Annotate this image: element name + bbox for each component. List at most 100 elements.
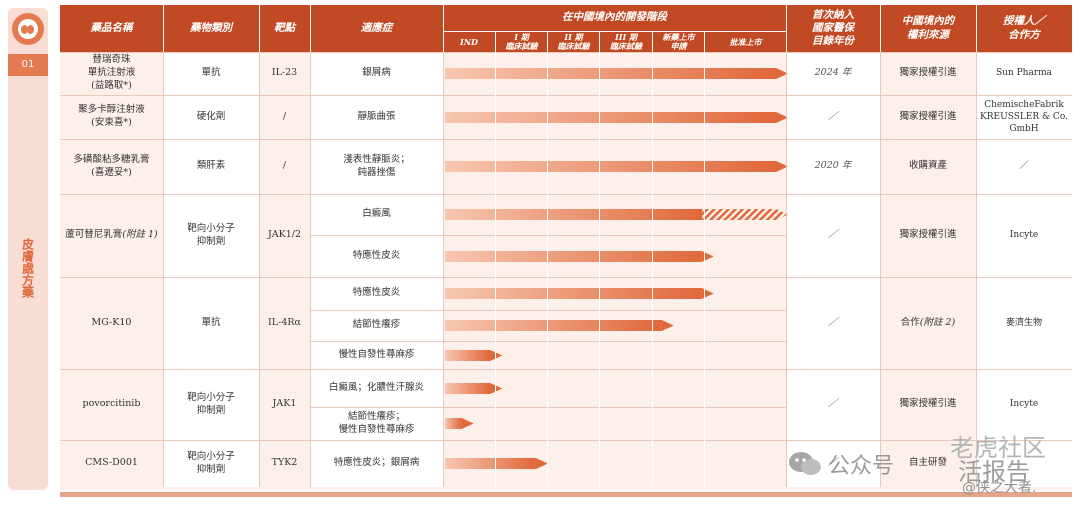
progress-bar-fill <box>445 111 776 123</box>
target-cell: JAK1/2 <box>259 194 310 277</box>
licensor-cell: Incyte <box>976 369 1072 440</box>
drug-class-cell: 單抗 <box>163 52 259 95</box>
phase-area <box>443 369 786 440</box>
header-rights-source: 中國境內的 權利來源 <box>880 5 976 52</box>
indication-cell: 靜脈曲張 <box>310 95 443 139</box>
header-phase-5: 批准上市 <box>704 31 786 52</box>
indication-cell: 銀屑病 <box>310 52 443 95</box>
drug-name-cell: CMS-D001 <box>60 440 163 487</box>
target-cell: / <box>259 139 310 194</box>
indication-cell: 結節性癢疹； 慢性自發性蕁麻疹 <box>310 407 443 440</box>
header-indication: 適應症 <box>310 5 443 52</box>
licensor-cell <box>976 440 1072 487</box>
indication-cell: 特應性皮炎 <box>310 235 443 277</box>
drug-name-cell: 多磺酸粘多糖乳膏 (喜遼妥*) <box>60 139 163 194</box>
header-separator <box>310 5 311 52</box>
target-cell: / <box>259 95 310 139</box>
drug-name-cell: povorcitinib <box>60 369 163 440</box>
rights-source-cell: 合作 (附註 2) <box>880 277 976 369</box>
progress-bar <box>445 111 788 124</box>
progress-bar-fill <box>445 250 702 262</box>
drug-class-cell: 靶向小分子 抑制劑 <box>163 369 259 440</box>
licensor-cell: ／ <box>976 139 1072 194</box>
progress-bar-fill <box>445 209 703 220</box>
progress-bar <box>445 457 548 470</box>
progress-bar <box>445 160 788 173</box>
column-separator <box>880 52 881 487</box>
header-separator <box>443 5 444 52</box>
row-separator <box>60 277 1072 278</box>
header-drug-name: 藥品名稱 <box>60 5 163 52</box>
indication-separator <box>310 341 786 342</box>
header-separator <box>259 5 260 52</box>
header-licensor: 授權人／ 合作方 <box>976 5 1072 52</box>
column-separator <box>704 52 705 487</box>
row-separator <box>60 139 1072 140</box>
progress-bar <box>445 349 503 362</box>
site-watermark-top: 老虎社区 <box>950 434 1046 462</box>
progress-bar-fill <box>445 161 776 172</box>
column-separator <box>652 52 653 487</box>
drug-class-cell: 靶向小分子 抑制劑 <box>163 440 259 487</box>
row-separator <box>60 95 1072 96</box>
progress-bar <box>445 208 788 221</box>
progress-bar-arrowhead <box>776 111 788 123</box>
header-separator <box>163 5 164 52</box>
progress-bar-arrowhead <box>490 382 503 394</box>
progress-bar <box>445 67 788 80</box>
drug-name-cell: MG-K10 <box>60 277 163 369</box>
indication-separator <box>310 235 786 236</box>
indication-cell: 白癜風 <box>310 194 443 235</box>
progress-bar-fill <box>445 382 491 394</box>
author-watermark: @侠之大者. <box>962 480 1037 496</box>
nrdl-year-cell: 2024 年 <box>786 52 880 95</box>
drug-name-cell: 聚多卡醇注射液 (安束喜*) <box>60 95 163 139</box>
progress-bar-arrowhead <box>776 161 788 172</box>
header-phase-4: 新藥上市 申請 <box>652 31 704 52</box>
drug-class-cell: 單抗 <box>163 277 259 369</box>
header-nrdl-year: 首次納入 國家醫保 目錄年份 <box>786 5 880 52</box>
header-phase-3: III 期 臨床試驗 <box>599 31 652 52</box>
progress-bar-arrowhead <box>661 320 674 331</box>
drug-class-cell: 類肝素 <box>163 139 259 194</box>
progress-bar <box>445 417 474 430</box>
header-separator <box>976 5 977 52</box>
nrdl-year-cell: ／ <box>786 95 880 139</box>
rights-source-cell: 獨家授權引進 <box>880 194 976 277</box>
progress-bar-arrowhead <box>490 349 503 361</box>
column-separator <box>259 52 260 487</box>
progress-bar <box>445 287 714 300</box>
progress-bar-fill <box>445 288 702 299</box>
header-separator <box>786 5 787 52</box>
column-separator <box>547 52 548 487</box>
progress-bar <box>445 319 674 332</box>
progress-bar <box>445 250 714 263</box>
row-separator <box>60 52 1072 53</box>
indication-cell: 特應性皮炎；銀屑病 <box>310 440 443 487</box>
nrdl-year-cell: ／ <box>786 277 880 369</box>
target-cell: IL-23 <box>259 52 310 95</box>
progress-bar-arrowhead <box>776 68 788 79</box>
column-separator <box>599 52 600 487</box>
progress-bar-arrowhead <box>535 458 548 469</box>
nrdl-year-cell: 2020 年 <box>786 139 880 194</box>
header-target: 靶點 <box>259 5 310 52</box>
column-separator <box>310 52 311 487</box>
column-separator <box>976 52 977 487</box>
drug-name-cell: 蘆可替尼乳膏 (附註 1) <box>60 194 163 277</box>
indication-cell: 特應性皮炎 <box>310 277 443 310</box>
rights-source-cell: 收購資產 <box>880 139 976 194</box>
column-separator <box>163 52 164 487</box>
header-phase-2: II 期 臨床試驗 <box>547 31 599 52</box>
header-separator <box>880 5 881 52</box>
indication-cell: 淺表性靜脈炎； 鈍器挫傷 <box>310 139 443 194</box>
column-separator <box>443 52 444 487</box>
progress-bar-fill <box>445 458 536 469</box>
row-separator <box>60 440 1072 441</box>
licensor-cell: Sun Pharma <box>976 52 1072 95</box>
pipeline-table: 藥品名稱 藥物類別 靶點 適應症 在中國境內的開發階段 首次納入 國家醫保 目錄年份 中國境… <box>60 5 1072 490</box>
section-sidebar: 01 皮膚處方藥 <box>8 8 48 490</box>
wechat-watermark-text: 公众号 <box>828 454 895 479</box>
row-separator <box>60 194 1072 195</box>
section-number: 01 <box>8 54 48 76</box>
